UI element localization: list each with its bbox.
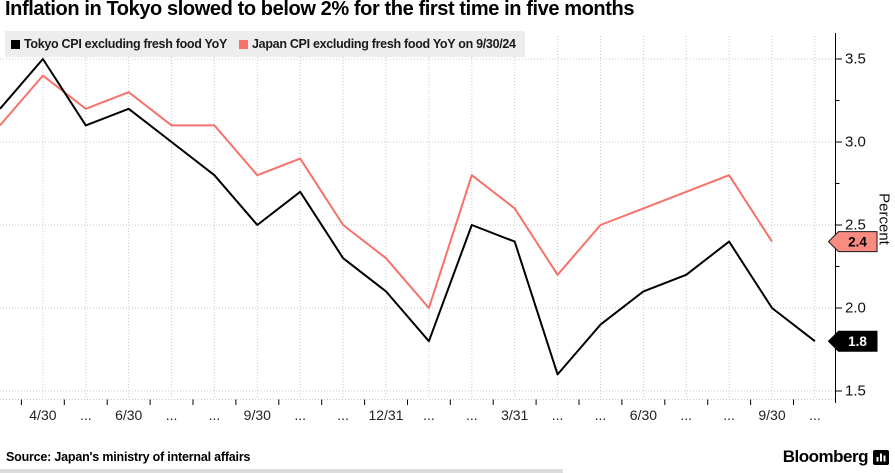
y-tick-label: 1.5 — [845, 383, 866, 400]
chart-footer: Source: Japan's ministry of internal aff… — [0, 444, 895, 470]
x-tick-label: 9/30 — [758, 407, 785, 423]
chart-title: Inflation in Tokyo slowed to below 2% fo… — [5, 0, 635, 20]
x-tick-label: ... — [723, 407, 735, 423]
x-tick-label: 4/30 — [29, 407, 56, 423]
line-chart-canvas: 3.5 3.0 2.5 2.0 1.5 Percent 4/30... 6/30...... 9… — [0, 33, 893, 423]
y-tick-label: 3.0 — [845, 134, 866, 151]
series-line-tokyo — [0, 58, 816, 376]
source-note: Source: Japan's ministry of internal aff… — [6, 450, 251, 464]
bottom-edge-strip — [0, 469, 563, 473]
chart-legend: Tokyo CPI excluding fresh food YoY Japan… — [5, 31, 525, 57]
bloomberg-mark-icon — [873, 449, 889, 465]
end-value-badge-japan — [827, 231, 878, 253]
x-tick-label: ... — [209, 407, 221, 423]
x-tick-label: ... — [80, 407, 92, 423]
series-line-japan — [0, 74, 773, 309]
x-tick-label: ... — [552, 407, 564, 423]
x-tick-label: ... — [466, 407, 478, 423]
end-value-label-tokyo: 1.8 — [848, 334, 867, 349]
x-tick-label: ... — [337, 407, 349, 423]
x-tick-label: ... — [166, 407, 178, 423]
legend-label-japan: Japan CPI excluding fresh food YoY on 9/… — [252, 37, 516, 51]
y-tick-label: 3.5 — [845, 51, 866, 68]
x-tick-label: 12/31 — [368, 407, 403, 423]
x-tick-label: ... — [680, 407, 692, 423]
legend-swatch-japan — [239, 39, 249, 49]
bloomberg-logo: Bloomberg — [783, 447, 889, 467]
x-tick-label: ... — [595, 407, 607, 423]
x-tick-label: ... — [294, 407, 306, 423]
x-tick-label: ... — [809, 407, 821, 423]
legend-label-tokyo: Tokyo CPI excluding fresh food YoY — [24, 37, 228, 51]
y-tick-label: 2.0 — [845, 300, 866, 317]
end-value-badge-tokyo — [827, 330, 878, 352]
x-tick-label: 9/30 — [244, 407, 271, 423]
y-tick-label: 2.5 — [845, 217, 866, 234]
x-tick-label: 6/30 — [115, 407, 142, 423]
legend-swatch-tokyo — [11, 39, 20, 49]
end-value-label-japan: 2.4 — [848, 235, 867, 250]
bloomberg-wordmark: Bloomberg — [782, 447, 869, 466]
x-tick-label: 6/30 — [630, 407, 657, 423]
x-tick-label: ... — [423, 407, 435, 423]
x-tick-label: 3/31 — [501, 407, 528, 423]
y-axis-title: Percent — [876, 193, 893, 246]
